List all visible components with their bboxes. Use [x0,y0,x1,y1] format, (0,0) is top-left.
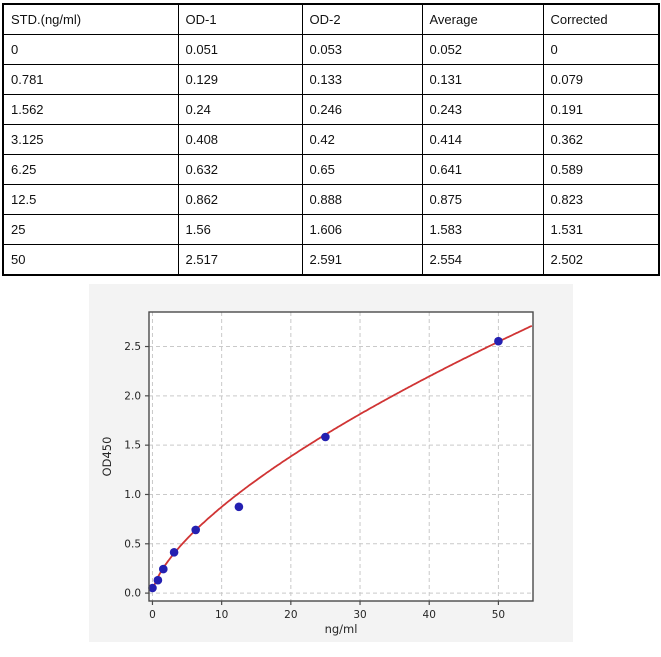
table-cell: 0.414 [421,124,544,155]
table-cell: 0.362 [542,124,660,155]
table-row: 12.5 0.862 0.888 0.875 0.823 [2,184,660,215]
table-row: 50 2.517 2.591 2.554 2.502 [2,244,660,276]
table-cell: 0.408 [177,124,303,155]
table-row: 6.25 0.632 0.65 0.641 0.589 [2,154,660,185]
x-tick-label: 40 [423,609,436,621]
table-cell: 1.606 [301,214,423,245]
x-tick-label: 30 [353,609,366,621]
data-point [153,575,163,585]
table-cell: 2.554 [421,244,544,276]
column-header-2: OD-2 [301,3,423,35]
table-cell: 0.053 [301,34,423,65]
data-point [148,583,157,593]
fit-curve [151,324,533,592]
table-cell: 0.888 [301,184,423,215]
table-cell: 0.133 [301,64,423,95]
table-cell: 6.25 [2,154,179,185]
plot-frame [148,311,534,602]
data-point [159,564,168,574]
table-cell: 2.517 [177,244,303,276]
table-cell: 0.129 [177,64,303,95]
table-cell: 1.583 [421,214,544,245]
data-point [321,432,330,442]
table-cell: 0.589 [542,154,660,185]
table-row: 0.781 0.129 0.133 0.131 0.079 [2,64,660,95]
table-cell: 0.131 [421,64,544,95]
y-tick-label: 2.5 [124,341,141,353]
table-row: 0 0.051 0.053 0.052 0 [2,34,660,65]
page: STD.(ng/ml) OD-1 OD-2 Average Corrected 0 0.0… [0,3,661,642]
table-cell: 0.052 [421,34,544,65]
table-cell: 0.051 [177,34,303,65]
y-tick-label: 1.5 [124,440,141,452]
y-axis-label: OD450 [100,437,114,477]
table-cell: 0 [2,34,179,65]
plot-area [149,312,533,601]
table-cell: 50 [2,244,179,276]
table-cell: 1.562 [2,94,179,125]
table-cell: 0.875 [421,184,544,215]
y-tick-label: 1.0 [124,489,141,501]
table-body: 0 0.051 0.053 0.052 0 0.781 0.129 0.133 0.131 0.0… [2,34,660,276]
table-cell: 2.591 [301,244,423,276]
table-row: 25 1.56 1.606 1.583 1.531 [2,214,660,245]
table-cell: 2.502 [542,244,660,276]
table-cell: 0.42 [301,124,423,155]
standards-table: STD.(ng/ml) OD-1 OD-2 Average Corrected 0 0.0… [2,3,660,276]
data-point [191,525,200,535]
x-tick-label: 50 [492,609,505,621]
column-header-3: Average [421,3,544,35]
data-point [169,548,179,557]
x-tick-label: 0 [149,609,156,621]
table-cell: 0.243 [421,94,544,125]
data-point [234,502,244,512]
standard-curve-figure: 0 10 20 30 40 50 0.0 0.5 1.0 1.5 2.0 2.5 ng/ml OD450 [89,284,573,642]
table-row: 3.125 0.408 0.42 0.414 0.362 [2,124,660,155]
table-cell: 0.24 [177,94,303,125]
table-cell: 0.632 [177,154,303,185]
standards-table-wrap: STD.(ng/ml) OD-1 OD-2 Average Corrected 0 0.0… [2,3,660,276]
table-cell: 12.5 [2,184,179,215]
table-cell: 25 [2,214,179,245]
x-tick-label: 20 [284,609,297,621]
table-cell: 0.823 [542,184,660,215]
table-cell: 0.079 [542,64,660,95]
table-cell: 0 [542,34,660,65]
standard-curve-chart: 0 10 20 30 40 50 0.0 0.5 1.0 1.5 2.0 2.5 ng/ml OD450 [89,284,573,642]
table-cell: 1.531 [542,214,660,245]
table-cell: 0.781 [2,64,179,95]
column-header-4: Corrected [542,3,660,35]
table-header-row: STD.(ng/ml) OD-1 OD-2 Average Corrected [2,3,660,35]
y-tick-label: 2.0 [124,390,141,402]
table-cell: 0.65 [301,154,423,185]
table-cell: 0.862 [177,184,303,215]
x-tick-label: 10 [215,609,228,621]
table-row: 1.562 0.24 0.246 0.243 0.191 [2,94,660,125]
table-cell: 3.125 [2,124,179,155]
table-cell: 0.246 [301,94,423,125]
table-cell: 0.641 [421,154,544,185]
x-axis-label: ng/ml [325,622,358,636]
table-cell: 0.191 [542,94,660,125]
data-point [494,336,503,346]
y-tick-label: 0.5 [124,538,141,550]
column-header-1: OD-1 [177,3,303,35]
table-cell: 1.56 [177,214,303,245]
y-tick-label: 0.0 [124,588,141,600]
column-header-0: STD.(ng/ml) [2,3,179,35]
